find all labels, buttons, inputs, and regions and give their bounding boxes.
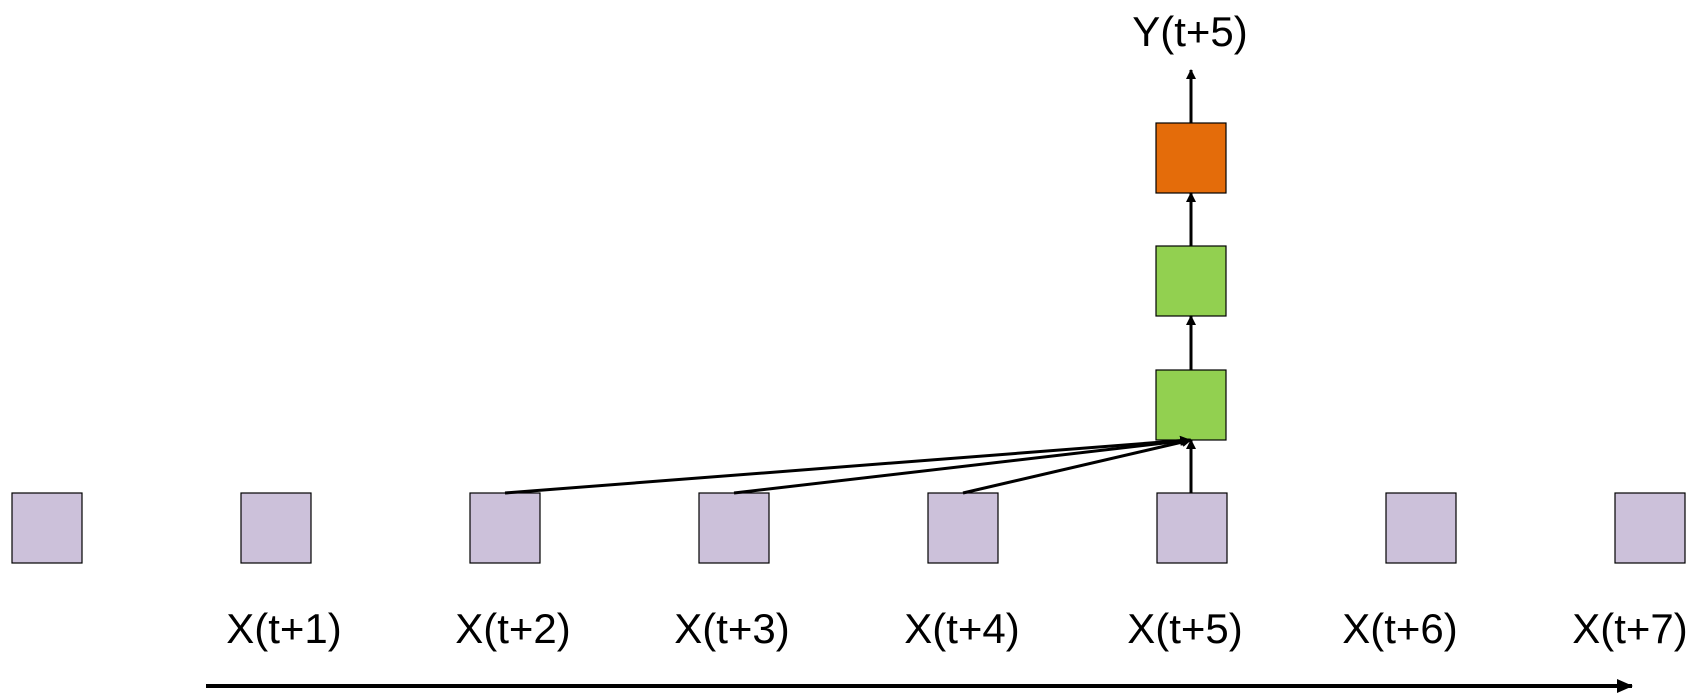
input-node [11,492,83,564]
input-label-row: X(t+1) X(t+2) X(t+3) X(t+4) X(t+5) X(t+6… [226,605,1688,652]
arrow-x2-to-hidden [504,435,1190,495]
input-node [469,492,541,564]
input-label: X(t+7) [1572,605,1688,652]
hidden-node-2 [1155,245,1227,317]
input-label: X(t+3) [674,605,790,652]
input-node [927,492,999,564]
output-node [1155,122,1227,194]
input-label: X(t+4) [904,605,1020,652]
input-node-row [11,492,1686,564]
input-label: X(t+5) [1127,605,1243,652]
connection-arrows [504,69,1196,495]
output-label: Y(t+5) [1132,8,1248,55]
input-node [1614,492,1686,564]
hidden-node-1 [1155,369,1227,441]
arrow-x3-to-hidden [733,436,1191,495]
input-label: X(t+1) [226,605,342,652]
input-node [1156,492,1228,564]
arrow-x4-to-hidden [962,437,1192,495]
input-node [1385,492,1457,564]
input-label: X(t+6) [1342,605,1458,652]
input-label: X(t+2) [455,605,571,652]
input-node [698,492,770,564]
input-node [240,492,312,564]
